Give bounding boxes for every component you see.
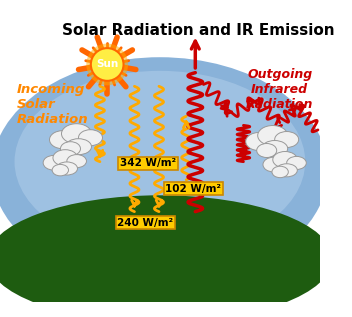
- Ellipse shape: [272, 166, 288, 178]
- Ellipse shape: [62, 124, 92, 144]
- Ellipse shape: [14, 71, 305, 253]
- Ellipse shape: [246, 133, 272, 151]
- Text: 342 W/m²: 342 W/m²: [120, 158, 176, 169]
- Ellipse shape: [273, 152, 297, 168]
- Ellipse shape: [50, 131, 75, 149]
- Ellipse shape: [0, 57, 328, 284]
- Ellipse shape: [258, 126, 288, 146]
- Text: 102 W/m²: 102 W/m²: [165, 184, 221, 194]
- Ellipse shape: [263, 157, 284, 172]
- Text: Earth: Earth: [143, 281, 177, 292]
- Ellipse shape: [65, 139, 92, 155]
- Text: 240 W/m²: 240 W/m²: [117, 217, 174, 228]
- Ellipse shape: [257, 144, 277, 158]
- Ellipse shape: [0, 195, 333, 317]
- Ellipse shape: [262, 140, 288, 157]
- Text: Incoming
Solar
Radiation: Incoming Solar Radiation: [16, 83, 88, 126]
- Ellipse shape: [86, 44, 128, 85]
- Text: Outgoing
Infrared
Radiation: Outgoing Infrared Radiation: [246, 68, 314, 111]
- Ellipse shape: [287, 156, 306, 170]
- Ellipse shape: [78, 130, 102, 146]
- Ellipse shape: [56, 162, 77, 175]
- Ellipse shape: [52, 165, 69, 176]
- Ellipse shape: [276, 164, 297, 177]
- Text: Solar Radiation and IR Emission: Solar Radiation and IR Emission: [62, 23, 334, 38]
- Ellipse shape: [53, 150, 77, 166]
- Ellipse shape: [275, 132, 299, 147]
- Ellipse shape: [91, 48, 124, 81]
- Ellipse shape: [67, 155, 87, 168]
- Ellipse shape: [43, 155, 64, 170]
- Ellipse shape: [61, 142, 81, 156]
- Text: Sun: Sun: [96, 60, 118, 69]
